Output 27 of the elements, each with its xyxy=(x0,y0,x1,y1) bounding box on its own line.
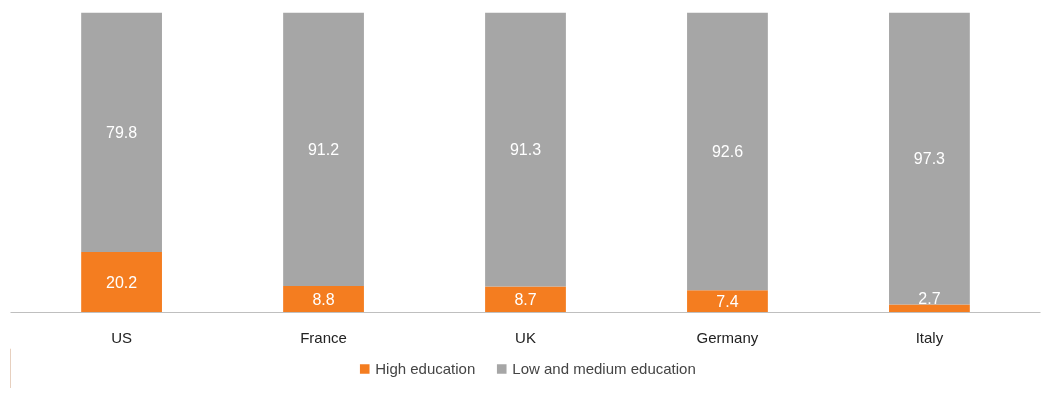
data-label: 97.3 xyxy=(913,150,946,168)
bar xyxy=(687,12,768,291)
bar xyxy=(283,12,364,287)
data-label: 79.8 xyxy=(106,124,138,142)
data-label: 91.2 xyxy=(307,141,340,159)
x-tick-label: France xyxy=(300,328,347,346)
data-label: 20.2 xyxy=(106,274,138,292)
x-tick-label: Italy xyxy=(915,328,944,346)
data-label: 91.3 xyxy=(509,141,542,159)
legend-label: High education xyxy=(375,359,476,377)
legend-label: Low and medium education xyxy=(512,359,696,377)
x-tick-label: UK xyxy=(515,328,536,346)
data-label: 92.6 xyxy=(711,143,744,161)
bar xyxy=(81,12,162,252)
bar xyxy=(687,290,768,313)
data-label: 8.7 xyxy=(514,291,537,309)
bar xyxy=(485,286,566,313)
bar xyxy=(485,12,566,287)
x-tick-label: US xyxy=(111,328,132,346)
bar xyxy=(889,12,970,305)
data-label: 7.4 xyxy=(716,293,739,311)
bar xyxy=(81,251,162,313)
bar xyxy=(889,304,970,313)
data-label: 2.7 xyxy=(918,290,941,308)
bar xyxy=(283,286,364,313)
x-tick-label: Germany xyxy=(696,328,759,346)
data-label: 8.8 xyxy=(312,291,335,309)
